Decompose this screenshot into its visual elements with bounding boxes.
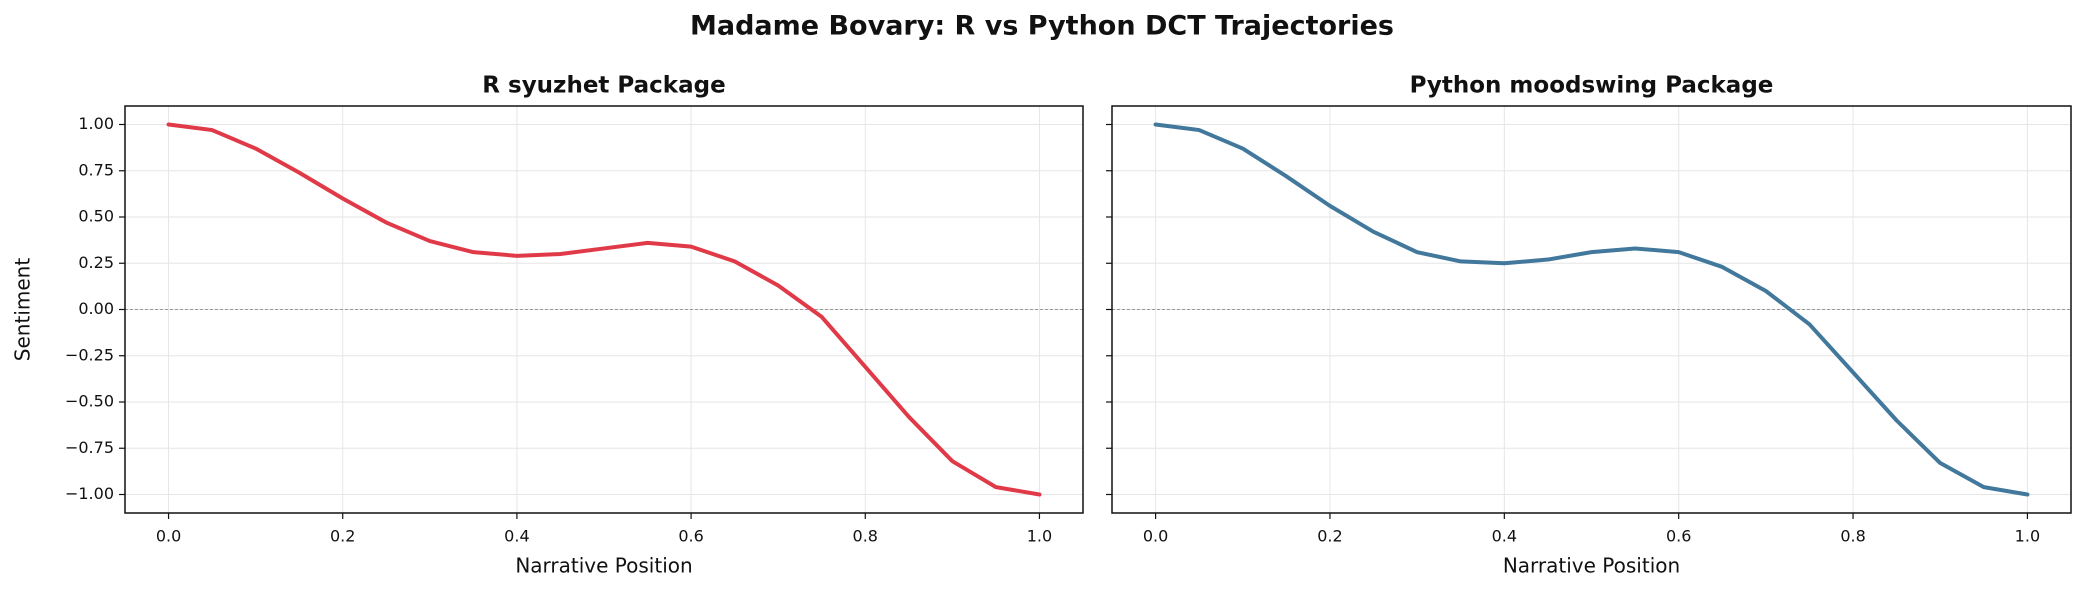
y-tick-label: −0.50 [65,392,114,411]
x-tick-label: 0.8 [1840,527,1865,546]
line-series [1153,122,2030,497]
y-tick-label: 0.50 [78,207,114,226]
axes-frame [124,105,1084,514]
x-tick-label: 0.2 [1317,527,1342,546]
x-tick-label: 1.0 [1027,527,1052,546]
x-axis-label: Narrative Position [1503,554,1680,578]
y-tick-label: 0.75 [78,160,114,179]
line-series [166,122,1042,497]
y-tick-label: 0.25 [78,253,114,272]
subplot-title: R syuzhet Package [482,73,725,99]
subplot-title: Python moodswing Package [1410,73,1774,99]
x-tick-label: 0.6 [678,527,703,546]
y-tick-label: 0.00 [78,299,114,318]
x-tick-label: 0.8 [853,527,878,546]
y-tick-label: −0.25 [65,345,114,364]
x-tick-label: 0.2 [330,527,355,546]
x-tick-label: 1.0 [2015,527,2040,546]
axes-frame [1111,105,2072,514]
x-tick-label: 0.6 [1666,527,1691,546]
x-tick-label: 0.0 [156,527,181,546]
x-tick-label: 0.4 [504,527,529,546]
x-tick-label: 0.4 [1492,527,1517,546]
y-tick-label: −1.00 [65,484,114,503]
y-tick-label: 1.00 [78,114,114,133]
figure-title: Madame Bovary: R vs Python DCT Trajector… [690,11,1394,42]
x-tick-label: 0.0 [1143,527,1168,546]
y-tick-label: −0.75 [65,438,114,457]
x-axis-label: Narrative Position [515,554,692,578]
y-axis-label: Sentiment [11,258,35,362]
